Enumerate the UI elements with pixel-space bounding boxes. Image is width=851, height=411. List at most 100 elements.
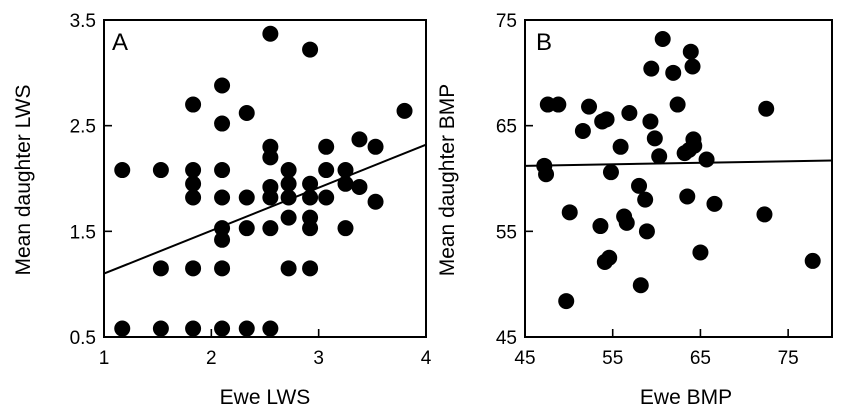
- data-point: [280, 209, 297, 226]
- data-point: [558, 293, 575, 310]
- x-tick-label: 45: [514, 348, 535, 369]
- data-point: [654, 31, 671, 48]
- data-point: [367, 138, 384, 155]
- data-point: [756, 206, 773, 223]
- x-axis-title: Ewe LWS: [220, 386, 311, 409]
- y-tick-label: 55: [496, 222, 517, 243]
- y-axis-title: Mean daughter LWS: [12, 84, 35, 275]
- data-point: [351, 178, 368, 195]
- panel-label: B: [536, 29, 552, 56]
- data-point: [114, 162, 131, 179]
- y-tick-label: 45: [496, 328, 517, 349]
- data-point: [302, 189, 319, 206]
- data-point: [262, 320, 279, 337]
- data-point: [114, 320, 131, 337]
- data-point: [214, 220, 231, 237]
- y-tick-label: 2.5: [70, 117, 96, 138]
- data-point: [631, 177, 648, 194]
- data-point: [214, 115, 231, 132]
- data-point: [574, 122, 591, 139]
- data-point: [262, 25, 279, 42]
- data-point: [642, 113, 659, 130]
- data-point: [185, 96, 202, 113]
- data-point: [638, 223, 655, 240]
- data-point: [318, 189, 335, 206]
- data-point: [280, 162, 297, 179]
- data-point: [152, 320, 169, 337]
- data-point: [185, 189, 202, 206]
- y-tick-label: 0.5: [70, 328, 96, 349]
- data-point: [318, 162, 335, 179]
- data-point: [612, 138, 629, 155]
- data-point: [302, 260, 319, 277]
- x-tick-label: 55: [602, 348, 623, 369]
- data-point: [684, 58, 701, 75]
- data-point: [214, 162, 231, 179]
- data-point: [337, 162, 354, 179]
- data-point: [618, 214, 635, 231]
- regression-line: [524, 159, 833, 167]
- panel-b: Mean daughter BMP Ewe BMP B 45 55 65 75 45 55…: [436, 11, 833, 409]
- data-point: [646, 130, 663, 147]
- data-point: [621, 104, 638, 121]
- data-point: [318, 138, 335, 155]
- x-axis-title: Ewe BMP: [640, 386, 732, 409]
- panel-label: A: [112, 29, 128, 56]
- data-point: [185, 320, 202, 337]
- data-point: [692, 244, 709, 261]
- data-point: [337, 175, 354, 192]
- plot-frame: [524, 19, 833, 338]
- data-point: [598, 111, 615, 128]
- data-point: [758, 100, 775, 117]
- data-point: [351, 131, 368, 148]
- data-point: [538, 166, 555, 183]
- y-axis-title: Mean daughter BMP: [436, 84, 459, 277]
- data-point: [632, 277, 649, 294]
- data-point: [152, 260, 169, 277]
- data-point: [262, 178, 279, 195]
- data-point: [396, 102, 413, 119]
- data-point: [214, 320, 231, 337]
- y-tick-label: 3.5: [70, 11, 96, 32]
- data-point: [214, 77, 231, 94]
- data-point: [367, 193, 384, 210]
- data-point: [185, 260, 202, 277]
- data-point: [804, 252, 821, 269]
- data-point: [214, 189, 231, 206]
- data-point: [698, 151, 715, 168]
- data-point: [214, 231, 231, 248]
- regression-line: [103, 143, 427, 275]
- y-tick-label: 1.5: [70, 222, 96, 243]
- data-point: [214, 260, 231, 277]
- data-point: [262, 220, 279, 237]
- data-point: [669, 96, 686, 113]
- data-point: [592, 218, 609, 235]
- data-point: [238, 104, 255, 121]
- data-point: [238, 320, 255, 337]
- x-tick-label: 2: [206, 348, 217, 369]
- data-point: [706, 195, 723, 212]
- data-point: [561, 204, 578, 221]
- data-point: [337, 220, 354, 237]
- data-point: [686, 137, 703, 154]
- panel-a: Mean daughter LWS Ewe LWS A 0.5 1.5 2.5 3.5…: [12, 11, 432, 409]
- data-point: [602, 164, 619, 181]
- y-tick-label: 75: [496, 11, 517, 32]
- data-point: [637, 191, 654, 208]
- data-point: [262, 138, 279, 155]
- y-tick-label: 65: [496, 117, 517, 138]
- plot-frame: [103, 19, 427, 338]
- x-tick-label: 3: [313, 348, 324, 369]
- data-point: [152, 162, 169, 179]
- data-point: [280, 175, 297, 192]
- data-point: [651, 148, 668, 165]
- data-point: [185, 162, 202, 179]
- data-point: [185, 175, 202, 192]
- data-point: [682, 43, 699, 60]
- data-point: [601, 249, 618, 266]
- data-point: [302, 41, 319, 58]
- data-point: [302, 209, 319, 226]
- data-point: [679, 188, 696, 205]
- data-point: [581, 98, 598, 115]
